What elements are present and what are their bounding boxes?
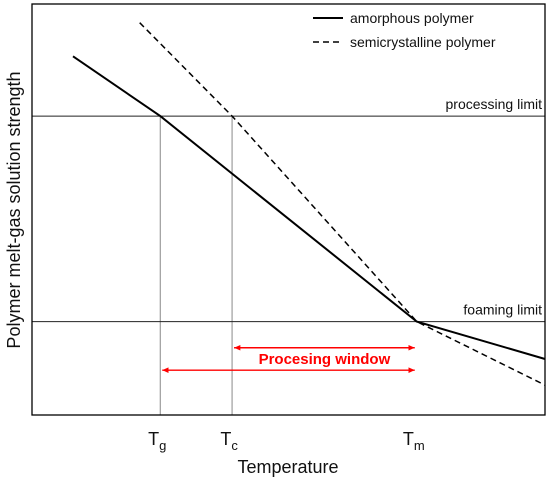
y-axis-label: Polymer melt-gas solution strength: [4, 71, 24, 348]
reference-lines: processing limit foaming limit: [32, 96, 545, 323]
series-lines: [72, 22, 546, 386]
semicrystalline-series-line: [139, 22, 546, 386]
legend-label-semicrystalline: semicrystalline polymer: [350, 34, 496, 50]
processing-label: processing limit: [446, 96, 543, 112]
plot-frame: [31, 3, 546, 416]
legend: amorphous polymer semicrystalline polyme…: [313, 10, 496, 50]
legend-label-amorphous: amorphous polymer: [350, 10, 474, 26]
x-axis-label: Temperature: [237, 457, 338, 477]
annotations: Procesing window: [162, 344, 415, 373]
foaming-label: foaming limit: [463, 302, 542, 318]
tc-tick-label: Tc: [220, 429, 238, 453]
tg-tick-label: Tg: [148, 429, 166, 453]
guide-lines: [159, 116, 233, 415]
tm-tick-label: Tm: [403, 429, 425, 453]
x-tick-labels: Tg Tc Tm: [148, 429, 425, 453]
amorphous-series-line: [72, 55, 546, 360]
window-label: Procesing window: [259, 351, 391, 368]
